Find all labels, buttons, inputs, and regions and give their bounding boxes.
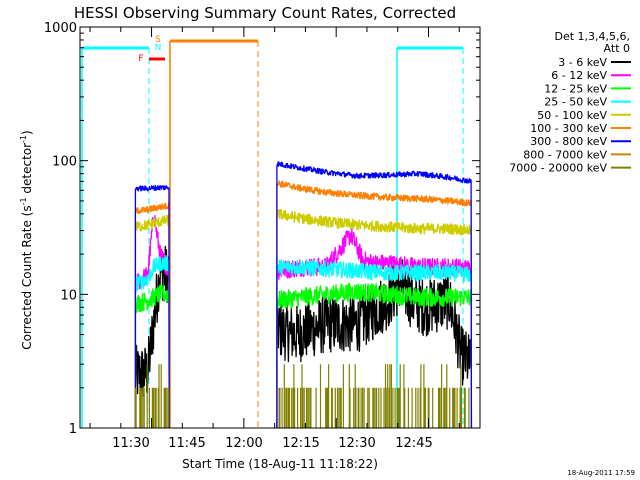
x-tick-label: 11:45 <box>168 436 205 451</box>
instrument-annotations <box>81 39 464 428</box>
legend-label-800-7000-kev: 800 - 7000 keV <box>523 148 607 161</box>
x-tick-label: 12:00 <box>225 436 262 451</box>
x-axis-label: Start Time (18-Aug-11 11:18:22) <box>182 457 378 471</box>
series-segment <box>276 161 473 428</box>
series-100-300-kev <box>134 180 473 428</box>
series-layer <box>134 161 473 428</box>
svg-text:Corrected Count Rate (s-1 dete: Corrected Count Rate (s-1 detector-1) <box>19 130 34 349</box>
legend-label-12-25-kev: 12 - 25 keV <box>544 82 607 95</box>
x-tick-label: 12:15 <box>282 436 319 451</box>
x-tick-label: 12:45 <box>395 436 432 451</box>
series-300-800-kev <box>134 161 473 428</box>
x-tick-label: 12:30 <box>338 436 375 451</box>
flag-n: N <box>155 43 162 53</box>
series-segment <box>276 259 473 428</box>
y-label-exp2: -1 <box>19 135 28 143</box>
series-50-100-kev <box>134 208 473 428</box>
y-tick-label: 1000 <box>44 21 77 36</box>
y-label-mid: detector <box>20 143 34 198</box>
series-segment <box>134 202 170 428</box>
y-tick-label: 10 <box>60 288 77 303</box>
legend-label-7000-20000-kev: 7000 - 20000 keV <box>509 162 607 175</box>
series-segment <box>134 255 170 428</box>
series-segment <box>278 364 470 428</box>
series-segment <box>134 214 170 428</box>
y-tick-label: 100 <box>52 155 77 170</box>
legend-label-100-300-kev: 100 - 300 keV <box>530 122 607 135</box>
y-label-end: ) <box>20 130 34 135</box>
y-label-main: Corrected Count Rate (s <box>20 205 34 349</box>
series-segment <box>276 180 473 428</box>
series-segment <box>134 284 170 428</box>
series-segment <box>134 364 170 428</box>
series-segment <box>276 282 473 428</box>
series-7000-20000-kev <box>134 364 470 428</box>
series-segment <box>276 208 473 428</box>
legend-label-3-6-kev: 3 - 6 keV <box>558 56 607 69</box>
generated-timestamp: 18-Aug-2011 17:59 <box>567 469 635 477</box>
series-12-25-kev <box>134 282 473 428</box>
flag-s: S <box>155 35 161 45</box>
series-25-50-kev <box>134 255 473 428</box>
legend-label-25-50-kev: 25 - 50 keV <box>544 96 607 109</box>
y-label-exp1: -1 <box>19 197 28 205</box>
plot-frame <box>79 26 481 429</box>
y-tick-label: 1 <box>69 422 77 437</box>
legend-label-50-100-kev: 50 - 100 keV <box>537 109 607 122</box>
legend-label-300-800-kev: 300 - 800 keV <box>530 135 607 148</box>
series-segment <box>134 184 170 428</box>
legend-header-line1: Det 1,3,4,5,6, <box>554 30 630 43</box>
x-tick-label: 11:30 <box>112 436 149 451</box>
axes-layer: 1 10 100 1000 11:30 11:45 12:00 12:15 12:30 12:45 <box>44 21 481 451</box>
flag-f: F <box>138 54 143 64</box>
chart-title: HESSI Observing Summary Count Rates, Cor… <box>74 4 456 22</box>
y-axis-label: Corrected Count Rate (s-1 detector-1) <box>19 130 34 349</box>
legend-header-line2: Att 0 <box>604 42 630 55</box>
legend-label-6-12-kev: 6 - 12 keV <box>551 69 607 82</box>
series-segment <box>134 245 170 428</box>
